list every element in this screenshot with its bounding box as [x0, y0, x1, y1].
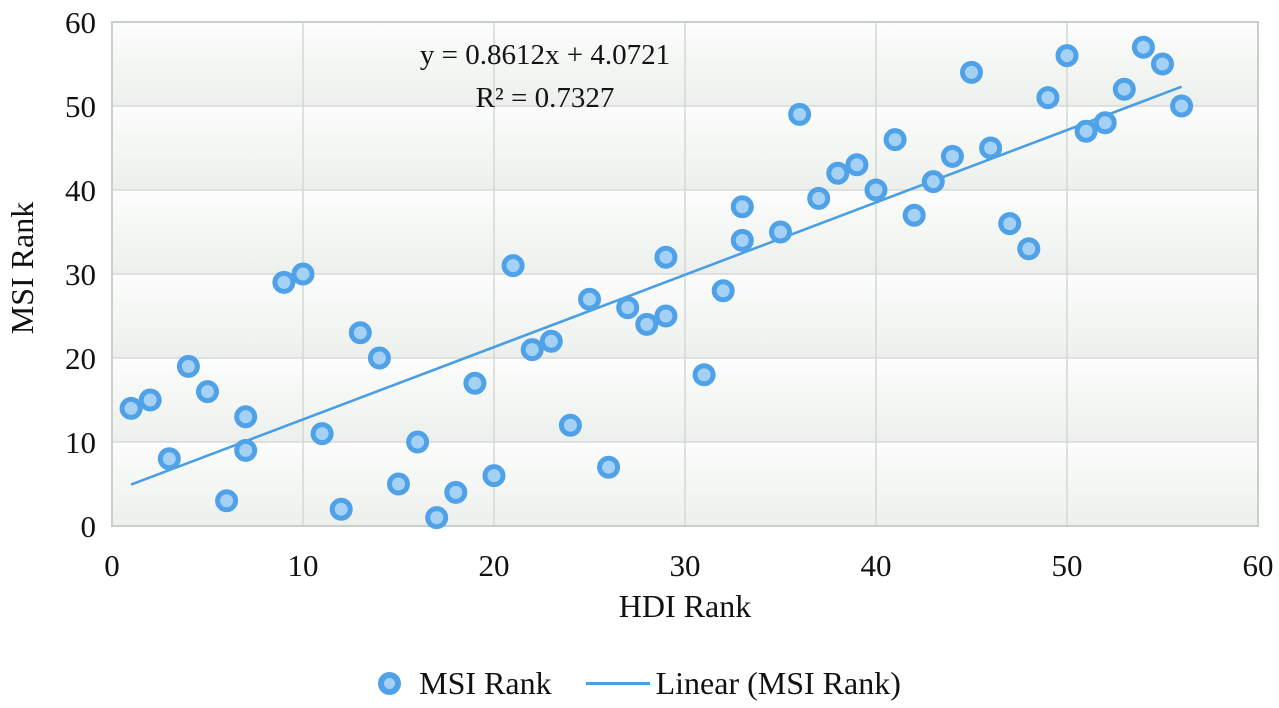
data-point: [864, 178, 888, 202]
x-tick-label: 40: [861, 548, 892, 583]
y-tick-label: 30: [65, 257, 96, 292]
y-axis-title: MSI Rank: [4, 201, 40, 335]
data-point: [960, 60, 983, 84]
data-point: [176, 354, 200, 378]
data-point: [501, 254, 525, 278]
data-point: [272, 270, 296, 294]
legend-trend-label: Linear (MSI Rank): [655, 664, 901, 701]
x-tick-label: 30: [670, 548, 701, 583]
x-tick-label: 20: [479, 548, 510, 583]
data-point: [1131, 35, 1155, 59]
data-point: [406, 430, 430, 454]
trendline-icon: [585, 681, 650, 685]
data-point: [1017, 237, 1041, 261]
data-point: [940, 144, 964, 168]
data-point: [769, 220, 792, 244]
data-point: [730, 228, 754, 252]
data-point: [1170, 94, 1194, 118]
legend-series-label: MSI Rank: [419, 664, 552, 701]
data-point: [291, 262, 315, 286]
x-tick-label: 60: [1243, 548, 1274, 583]
data-point: [348, 321, 372, 345]
data-point: [730, 195, 754, 219]
equation-text: y = 0.8612x + 4.0721: [419, 39, 671, 71]
scatter-marker-icon: [378, 671, 402, 695]
data-point: [883, 128, 907, 152]
data-point: [558, 413, 582, 437]
data-point: [119, 396, 143, 420]
data-point: [196, 380, 219, 404]
legend-item-msi-rank: MSI Rank: [378, 664, 552, 702]
data-point: [463, 371, 487, 395]
legend-item-linear: Linear (MSI Rank): [585, 664, 901, 702]
data-point: [387, 472, 410, 496]
data-point: [788, 102, 812, 126]
y-tick-label: 60: [65, 5, 96, 40]
data-point: [616, 296, 640, 320]
data-point: [539, 329, 563, 353]
data-point: [157, 447, 181, 471]
data-point: [234, 405, 258, 429]
data-point: [1074, 119, 1098, 143]
data-point: [1055, 44, 1079, 68]
data-point: [1112, 77, 1136, 101]
y-tick-label: 40: [65, 173, 96, 208]
data-point: [234, 438, 258, 462]
data-point: [444, 480, 468, 504]
data-point: [845, 153, 869, 177]
x-tick-label: 0: [104, 548, 120, 583]
x-tick-label: 10: [288, 548, 319, 583]
data-point: [902, 203, 926, 227]
data-point: [138, 388, 162, 412]
data-point: [1036, 86, 1060, 110]
data-point: [597, 455, 621, 479]
x-axis-title: HDI Rank: [618, 588, 752, 624]
data-point: [578, 287, 601, 311]
data-point: [711, 279, 735, 303]
data-point: [482, 464, 506, 488]
data-point: [921, 170, 945, 194]
data-point: [635, 312, 659, 336]
plot-border: [111, 21, 1259, 527]
x-tick-label: 50: [1052, 548, 1083, 583]
data-point: [367, 346, 391, 370]
data-point: [310, 422, 334, 446]
data-point: [329, 497, 353, 521]
y-tick-label: 50: [65, 89, 96, 124]
data-point: [692, 363, 716, 387]
data-point: [654, 304, 678, 328]
y-tick-label: 0: [81, 509, 97, 544]
y-tick-label: 10: [65, 425, 96, 460]
data-point: [998, 212, 1022, 236]
r-squared-text: R² = 0.7327: [475, 82, 615, 114]
trendline-equation: y = 0.8612x + 4.0721 R² = 0.7327: [300, 34, 790, 120]
data-point: [1151, 52, 1174, 76]
data-point: [654, 245, 678, 269]
trendline: [130, 85, 1183, 486]
y-tick-label: 20: [65, 341, 96, 376]
data-point: [1093, 111, 1117, 135]
data-point: [826, 161, 850, 185]
data-point: [520, 338, 544, 362]
data-point: [215, 489, 239, 513]
chart-legend: MSI Rank Linear (MSI Rank): [0, 660, 1279, 706]
data-point: [807, 186, 831, 210]
data-point: [425, 506, 449, 530]
data-point: [979, 136, 1003, 160]
